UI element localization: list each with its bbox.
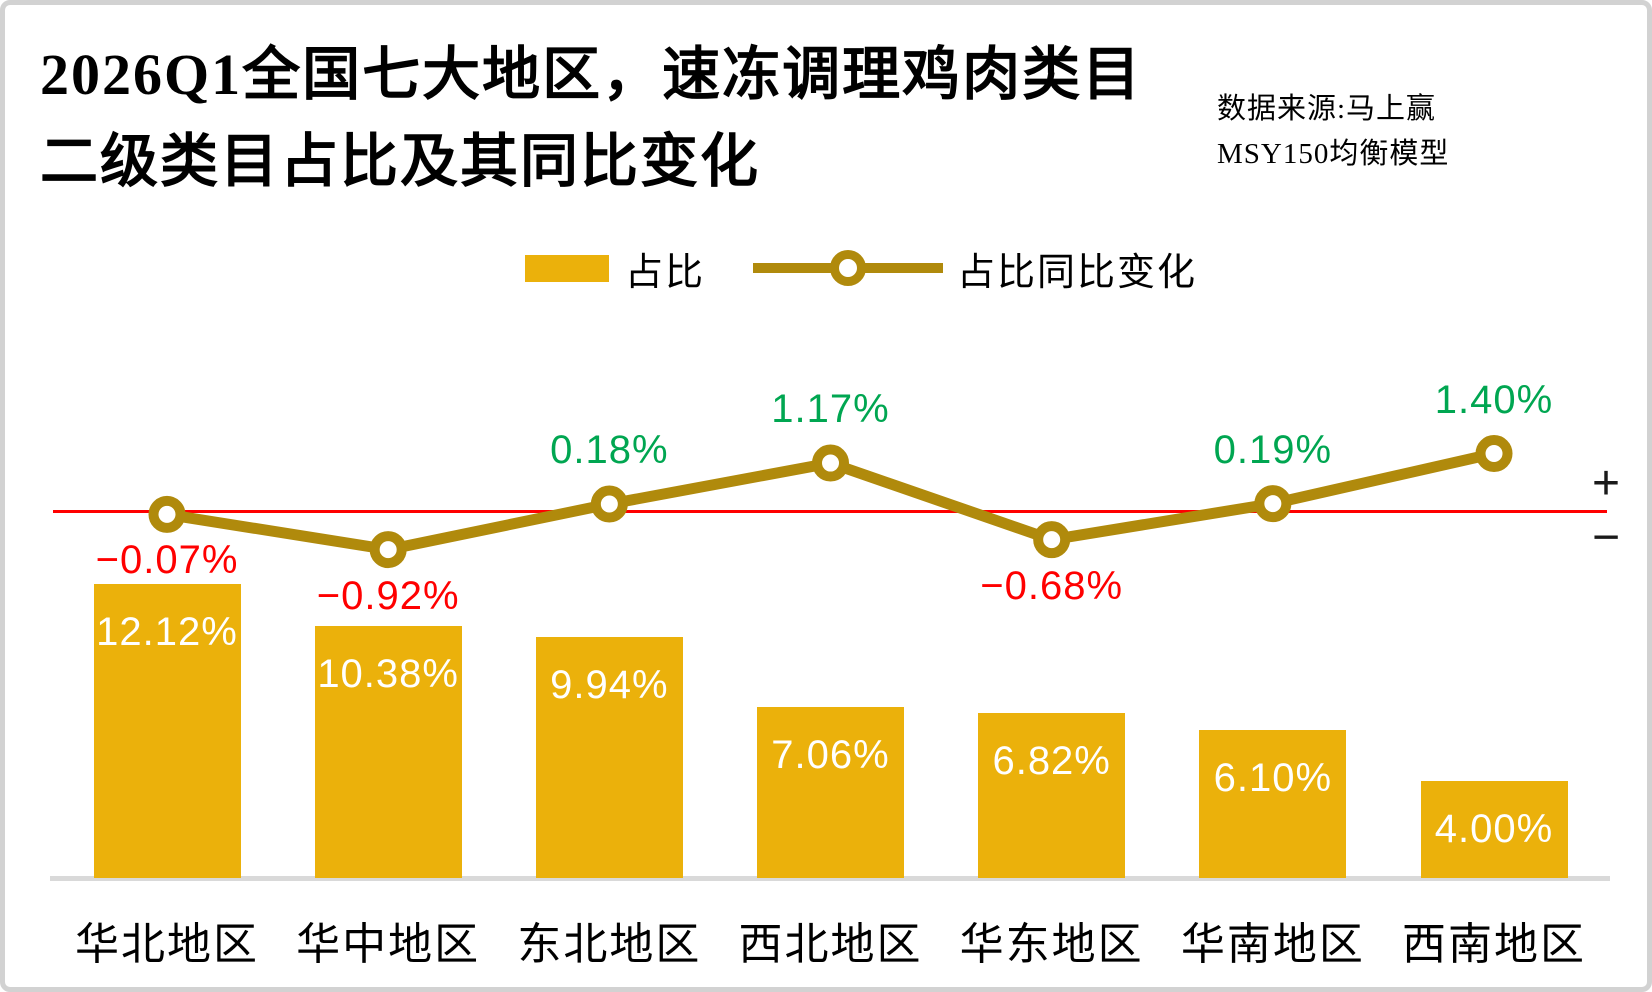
line-marker: [1033, 521, 1071, 559]
data-source-line2: MSY150均衡模型: [1217, 138, 1450, 170]
chart-title-line1: 2026Q1全国七大地区，速冻调理鸡肉类目: [40, 42, 1143, 107]
line-marker: [812, 444, 850, 482]
legend-bar-swatch-icon: [525, 254, 609, 282]
bar-value-label: 10.38%: [317, 652, 459, 697]
zero-baseline: [53, 510, 1607, 513]
legend-bar-label: 占比: [625, 251, 706, 294]
bar: 4.00%: [1420, 781, 1568, 878]
x-axis-label: 华南地区: [1180, 920, 1365, 969]
bar: 9.94%: [535, 636, 683, 878]
bar: 7.06%: [757, 706, 904, 878]
chart-title: 2026Q1全国七大地区，速冻调理鸡肉类目 二级类目占比及其同比变化: [40, 31, 1142, 205]
x-axis-label: 华北地区: [74, 920, 259, 969]
line-marker: [590, 485, 628, 523]
legend-line-label: 占比同比变化: [957, 251, 1198, 294]
negative-side-indicator: −: [1591, 511, 1621, 564]
line-point-label: 1.17%: [771, 387, 890, 432]
bar: 6.10%: [1199, 730, 1347, 878]
line-marker: [1475, 435, 1513, 473]
x-axis-label: 华中地区: [296, 920, 481, 969]
bar-value-label: 12.12%: [96, 610, 238, 655]
positive-side-indicator: +: [1591, 457, 1621, 510]
bar: 6.82%: [978, 712, 1126, 878]
line-marker: [148, 495, 186, 533]
line-marker: [1254, 485, 1292, 523]
line-point-label: 0.19%: [1213, 427, 1333, 472]
bar: 10.38%: [314, 626, 462, 878]
legend-line-marker-icon: [753, 250, 944, 286]
data-source-line1: 数据来源:马上赢: [1217, 93, 1437, 125]
data-source: 数据来源:马上赢 MSY150均衡模型: [1217, 87, 1449, 177]
x-axis-line: [50, 876, 1610, 881]
x-axis-label: 西北地区: [738, 920, 923, 969]
x-axis-label: 东北地区: [517, 920, 702, 969]
bar-value-label: 6.82%: [992, 738, 1111, 783]
legend: 占比 占比同比变化: [525, 243, 1198, 294]
line-point-label: −0.07%: [95, 538, 239, 583]
line-point-label: 1.40%: [1434, 377, 1554, 422]
trend-line-layer: [148, 435, 1513, 569]
bar: 12.12%: [93, 584, 241, 878]
bar-value-label: 4.00%: [1434, 807, 1554, 851]
bar-value-label: 7.06%: [771, 732, 890, 777]
x-axis-label: 华东地区: [959, 920, 1144, 969]
line-point-label: −0.68%: [980, 563, 1124, 608]
legend-ring-icon: [830, 250, 867, 286]
line-marker: [369, 531, 407, 569]
x-axis-label: 西南地区: [1402, 920, 1586, 969]
plot-area: + − 12.12% 华北地区 −0.07% 10.38% 华中地区 −0.92% 9.94…: [5, 5, 1647, 987]
bar-value-label: 6.10%: [1213, 756, 1333, 801]
bar-value-label: 9.94%: [550, 662, 669, 707]
line-point-label: −0.92%: [316, 573, 460, 618]
line-point-label: 0.18%: [550, 428, 669, 473]
chart-title-line2: 二级类目占比及其同比变化: [40, 129, 761, 194]
